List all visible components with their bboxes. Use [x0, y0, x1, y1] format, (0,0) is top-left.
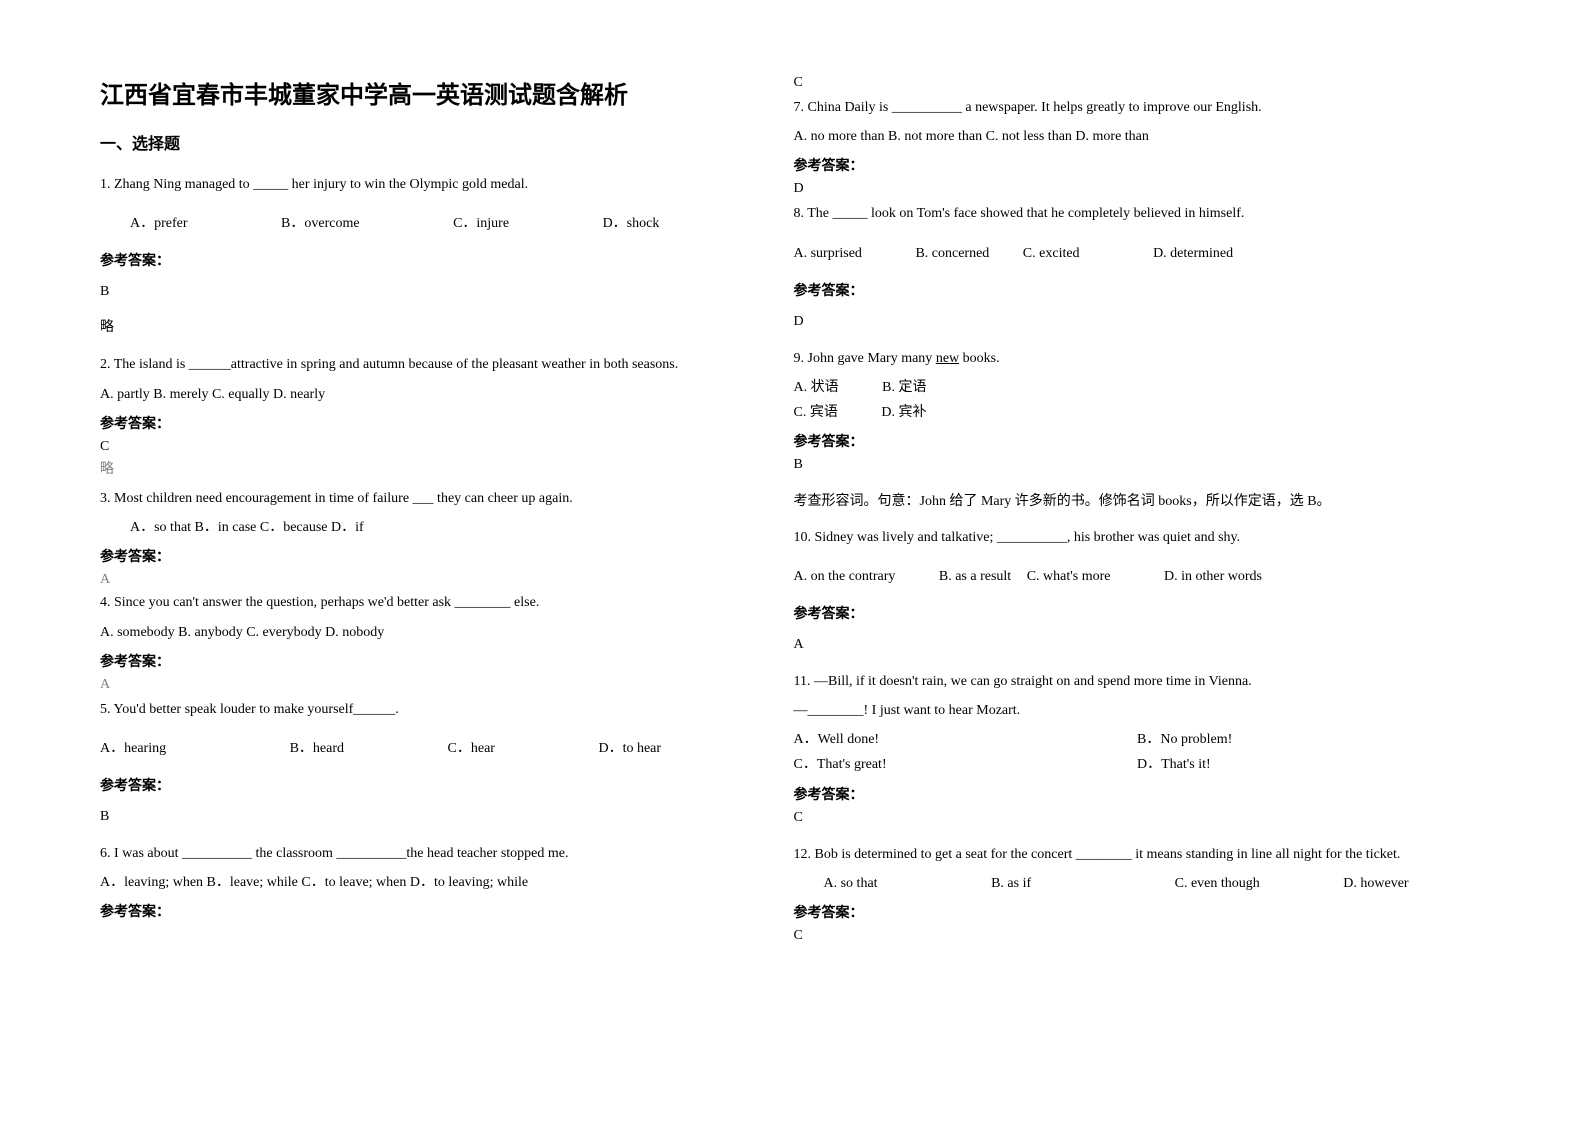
q9-opt-d: D. 宾补 — [881, 400, 926, 425]
q9-answer-label: 参考答案： — [794, 431, 1458, 451]
q10-opt-c: C. what's more — [1027, 564, 1111, 589]
section-header: 一、选择题 — [100, 130, 764, 154]
q2-note: 略 — [100, 457, 764, 482]
q12-options: A. so that B. as if C. even though D. ho… — [794, 871, 1458, 896]
q12-opt-d: D. however — [1343, 871, 1408, 896]
q12-opt-a: A. so that — [824, 871, 878, 896]
q8-answer: D — [794, 314, 1458, 330]
q11-text2: —________! I just want to hear Mozart. — [794, 698, 1458, 723]
q8-opt-a: A. surprised — [794, 241, 862, 266]
q9-after: books. — [959, 351, 999, 366]
q1-opt-d: D．shock — [603, 211, 660, 236]
q5-options: A．hearing B．heard C．hear D．to hear — [100, 736, 764, 761]
q12-opt-c: C. even though — [1175, 871, 1260, 896]
q5-opt-c: C．hear — [448, 736, 495, 761]
q9-answer: B — [794, 457, 1458, 473]
q9-before: 9. John gave Mary many — [794, 351, 936, 366]
q12-text: 12. Bob is determined to get a seat for … — [794, 842, 1458, 867]
q3-options: A．so that B．in case C．because D．if — [100, 515, 764, 540]
q11-answer-label: 参考答案： — [794, 784, 1458, 804]
q11-answer: C — [794, 810, 1458, 826]
q8-answer-label: 参考答案： — [794, 280, 1458, 300]
q11-text1: 11. —Bill, if it doesn't rain, we can go… — [794, 669, 1458, 694]
q8-opt-d: D. determined — [1153, 241, 1233, 266]
q10-answer-label: 参考答案： — [794, 603, 1458, 623]
q5-opt-a: A．hearing — [100, 736, 166, 761]
q1-opt-b: B．overcome — [281, 211, 360, 236]
q11-opt-d: D．That's it! — [1137, 752, 1211, 777]
q9-options-row1: A. 状语 B. 定语 — [794, 375, 1458, 400]
q6-options: A．leaving; when B．leave; while C．to leav… — [100, 870, 764, 895]
q2-answer-label: 参考答案： — [100, 413, 764, 433]
q11-options-row1: A．Well done! B．No problem! — [794, 727, 1458, 752]
q10-opt-d: D. in other words — [1164, 564, 1262, 589]
q5-opt-d: D．to hear — [598, 736, 661, 761]
q9-options-row2: C. 宾语 D. 宾补 — [794, 400, 1458, 425]
q12-answer: C — [794, 928, 1458, 944]
q10-answer: A — [794, 637, 1458, 653]
right-column: C 7. China Daily is __________ a newspap… — [794, 75, 1488, 1072]
q2-answer: C — [100, 439, 764, 455]
q2-text: 2. The island is ______attractive in spr… — [100, 352, 764, 377]
q4-answer-label: 参考答案： — [100, 651, 764, 671]
q11-opt-c: C．That's great! — [794, 752, 1094, 777]
q4-text: 4. Since you can't answer the question, … — [100, 590, 764, 615]
q11-options-row2: C．That's great! D．That's it! — [794, 752, 1458, 777]
q5-text: 5. You'd better speak louder to make you… — [100, 697, 764, 722]
q8-options: A. surprised B. concerned C. excited D. … — [794, 241, 1458, 266]
q4-options: A. somebody B. anybody C. everybody D. n… — [100, 620, 764, 645]
q9-opt-c: C. 宾语 — [794, 400, 838, 425]
doc-title: 江西省宜春市丰城董家中学高一英语测试题含解析 — [100, 75, 764, 110]
q7-answer-label: 参考答案： — [794, 155, 1458, 175]
q8-text: 8. The _____ look on Tom's face showed t… — [794, 201, 1458, 226]
q7-options: A. no more than B. not more than C. not … — [794, 124, 1458, 149]
q6-text: 6. I was about __________ the classroom … — [100, 841, 764, 866]
q9-opt-a: A. 状语 — [794, 375, 839, 400]
q1-opt-a: A．prefer — [130, 211, 188, 236]
q7-text: 7. China Daily is __________ a newspaper… — [794, 95, 1458, 120]
q9-text: 9. John gave Mary many new books. — [794, 346, 1458, 371]
q1-text: 1. Zhang Ning managed to _____ her injur… — [100, 172, 764, 197]
q10-opt-b: B. as a result — [939, 564, 1011, 589]
q1-answer: B — [100, 284, 764, 300]
q9-explain: 考查形容词。句意：John 给了 Mary 许多新的书。修饰名词 books，所… — [794, 489, 1458, 514]
left-column: 江西省宜春市丰城董家中学高一英语测试题含解析 一、选择题 1. Zhang Ni… — [100, 75, 794, 1072]
q9-underline: new — [936, 351, 959, 366]
q5-answer: B — [100, 809, 764, 825]
q12-answer-label: 参考答案： — [794, 902, 1458, 922]
q1-note: 略 — [100, 316, 764, 336]
q6-answer: C — [794, 75, 1458, 91]
q1-opt-c: C．injure — [453, 211, 509, 236]
q3-answer: A — [100, 572, 764, 588]
q1-answer-label: 参考答案： — [100, 250, 764, 270]
q8-opt-b: B. concerned — [915, 241, 989, 266]
q1-options: A．prefer B．overcome C．injure D．shock — [100, 211, 764, 236]
q6-answer-label: 参考答案： — [100, 901, 764, 921]
q9-opt-b: B. 定语 — [882, 375, 926, 400]
q3-answer-label: 参考答案： — [100, 546, 764, 566]
q11-opt-b: B．No problem! — [1137, 727, 1232, 752]
q10-text: 10. Sidney was lively and talkative; ___… — [794, 525, 1458, 550]
q8-opt-c: C. excited — [1023, 241, 1080, 266]
q11-opt-a: A．Well done! — [794, 727, 1094, 752]
q12-opt-b: B. as if — [991, 871, 1031, 896]
q3-text: 3. Most children need encouragement in t… — [100, 486, 764, 511]
q2-options: A. partly B. merely C. equally D. nearly — [100, 382, 764, 407]
q4-answer: A — [100, 677, 764, 693]
q10-opt-a: A. on the contrary — [794, 564, 896, 589]
q5-answer-label: 参考答案： — [100, 775, 764, 795]
q10-options: A. on the contrary B. as a result C. wha… — [794, 564, 1458, 589]
q7-answer: D — [794, 181, 1458, 197]
q5-opt-b: B．heard — [290, 736, 344, 761]
